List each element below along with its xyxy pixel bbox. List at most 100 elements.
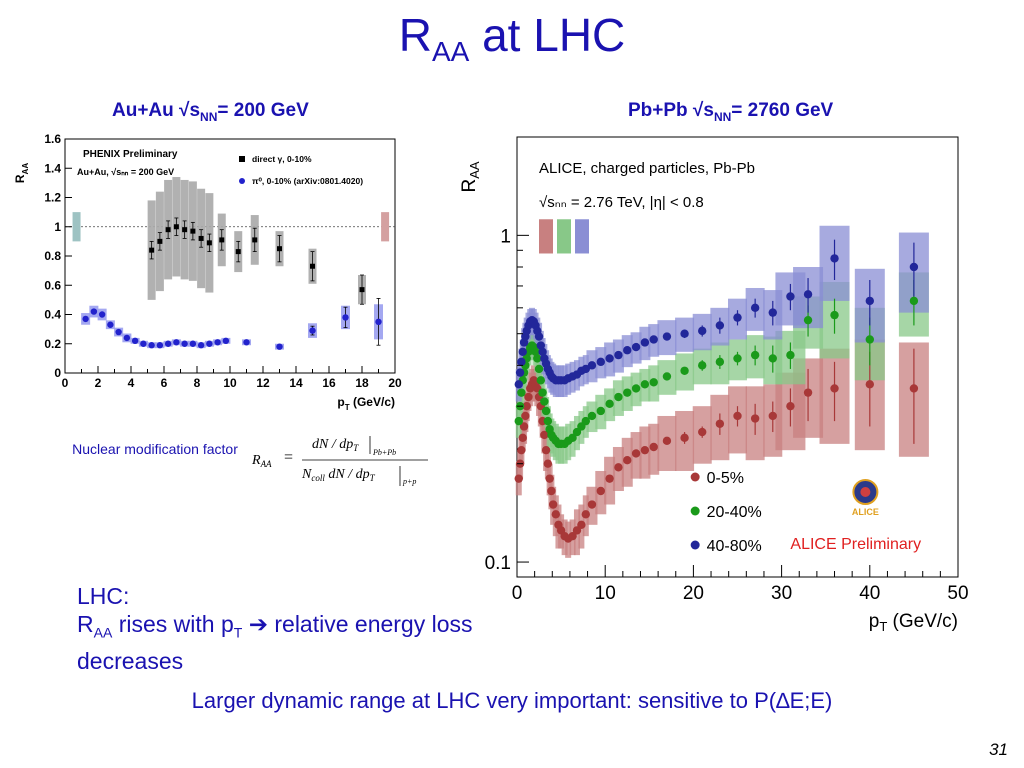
data-point (541, 445, 551, 455)
data-point (623, 346, 632, 355)
legend-marker (239, 178, 245, 184)
legend-label: π⁰, 0-10% (arXiv:0801.4020) (252, 176, 363, 186)
normalization-box (381, 212, 390, 242)
legend-marker (690, 506, 700, 516)
data-point (517, 357, 526, 367)
legend-label: direct γ, 0-10% (252, 154, 312, 164)
data-point (587, 411, 597, 421)
data-point-pi0 (197, 342, 205, 349)
data-point-pi0 (98, 311, 106, 318)
data-point (715, 321, 725, 330)
data-point-pi0 (140, 340, 147, 347)
data-point-pi0 (90, 308, 98, 315)
formula-denominator-eval: p+p (402, 477, 416, 486)
data-point (830, 384, 839, 393)
left-panel-title: Au+Au √sNN= 200 GeV (112, 100, 309, 124)
data-point-pi0 (123, 334, 131, 342)
data-point-direct-photon (165, 227, 171, 233)
data-point-direct-photon (190, 228, 196, 234)
data-point (698, 427, 707, 437)
data-point (536, 376, 546, 385)
x-tick-label: 30 (771, 583, 792, 604)
data-point (649, 442, 658, 452)
legend-marker (690, 540, 700, 550)
y-tick-label: 1 (500, 226, 511, 247)
data-point-pi0 (131, 337, 139, 345)
data-point (768, 354, 777, 363)
data-point (536, 341, 546, 350)
data-point (662, 332, 672, 341)
formula-denominator: Ncoll dN / dpT (301, 467, 376, 483)
data-point (733, 411, 742, 421)
data-point (568, 433, 577, 443)
data-point (865, 380, 874, 389)
data-point (581, 416, 590, 426)
formula-numerator: dN / dpT (312, 437, 359, 453)
data-point (640, 445, 650, 455)
data-point-pi0 (107, 321, 114, 328)
data-point-pi0 (276, 343, 283, 350)
y-axis-label: RAA (459, 161, 482, 192)
data-point (786, 292, 795, 301)
data-point-pi0 (309, 327, 316, 334)
data-point (733, 354, 742, 363)
data-point (865, 335, 874, 344)
data-point (568, 531, 577, 541)
y-tick-label: 1.4 (44, 161, 61, 175)
data-point (541, 406, 551, 416)
data-point-pi0 (156, 342, 164, 349)
x-tick-label: 14 (289, 376, 303, 390)
data-point-direct-photon (310, 263, 315, 269)
data-point (545, 474, 554, 483)
data-point (547, 486, 556, 496)
x-tick-label: 10 (595, 583, 616, 604)
data-point (605, 474, 614, 483)
data-point (803, 290, 813, 299)
legend-label: 20-40% (707, 504, 762, 521)
x-axis-label: pT (GeV/c) (337, 395, 395, 412)
alice-logo: ALICE (852, 479, 879, 517)
data-point-direct-photon (173, 224, 179, 230)
data-point (803, 388, 813, 397)
data-point (517, 388, 526, 397)
chart-title: ALICE, charged particles, Pb-Pb (539, 160, 755, 177)
data-point-pi0 (181, 340, 188, 347)
data-point (538, 388, 547, 397)
x-tick-label: 20 (388, 376, 402, 390)
normalization-box (539, 219, 553, 254)
y-tick-label: 1 (54, 220, 61, 234)
data-point (909, 384, 919, 393)
x-tick-label: 50 (947, 583, 968, 604)
data-point (614, 463, 623, 472)
normalization-box (557, 219, 571, 254)
phenix-raa-plot: 0 2 4 6 8 10 12 14 16 18 20 0 0.2 0.4 0.6 0.8 1 1.2 1.4 1.6… (13, 132, 402, 412)
normalization-box (575, 219, 589, 254)
data-point (577, 520, 586, 530)
data-point (596, 357, 605, 367)
y-axis-label: RAA (13, 163, 30, 183)
x-tick-label: 12 (256, 376, 270, 390)
data-point (587, 361, 597, 370)
data-point (631, 342, 641, 352)
data-point (596, 406, 605, 416)
x-tick-label: 8 (194, 376, 201, 390)
x-tick-label: 16 (322, 376, 336, 390)
data-point (662, 372, 672, 381)
chart-subtitle: √sₙₙ = 2.76 TeV, |η| < 0.8 (539, 194, 704, 211)
data-point (715, 419, 725, 428)
data-point-direct-photon (206, 240, 212, 246)
raa-formula: RAA = dN / dpT Pb+Pb Ncoll dN / dpT p+p (251, 436, 428, 486)
x-tick-label: 4 (128, 376, 135, 390)
x-tick-label: 18 (355, 376, 369, 390)
legend-label: 40-80% (707, 538, 762, 555)
data-point (715, 357, 725, 367)
lhc-line-1: LHC: (77, 583, 130, 609)
data-point (514, 416, 523, 426)
footer-statement: Larger dynamic range at LHC very importa… (191, 688, 833, 713)
data-point (640, 380, 650, 389)
data-point (581, 510, 590, 519)
data-point (640, 338, 650, 347)
data-point (631, 449, 641, 458)
data-point (614, 350, 623, 360)
data-point-direct-photon (235, 249, 241, 255)
